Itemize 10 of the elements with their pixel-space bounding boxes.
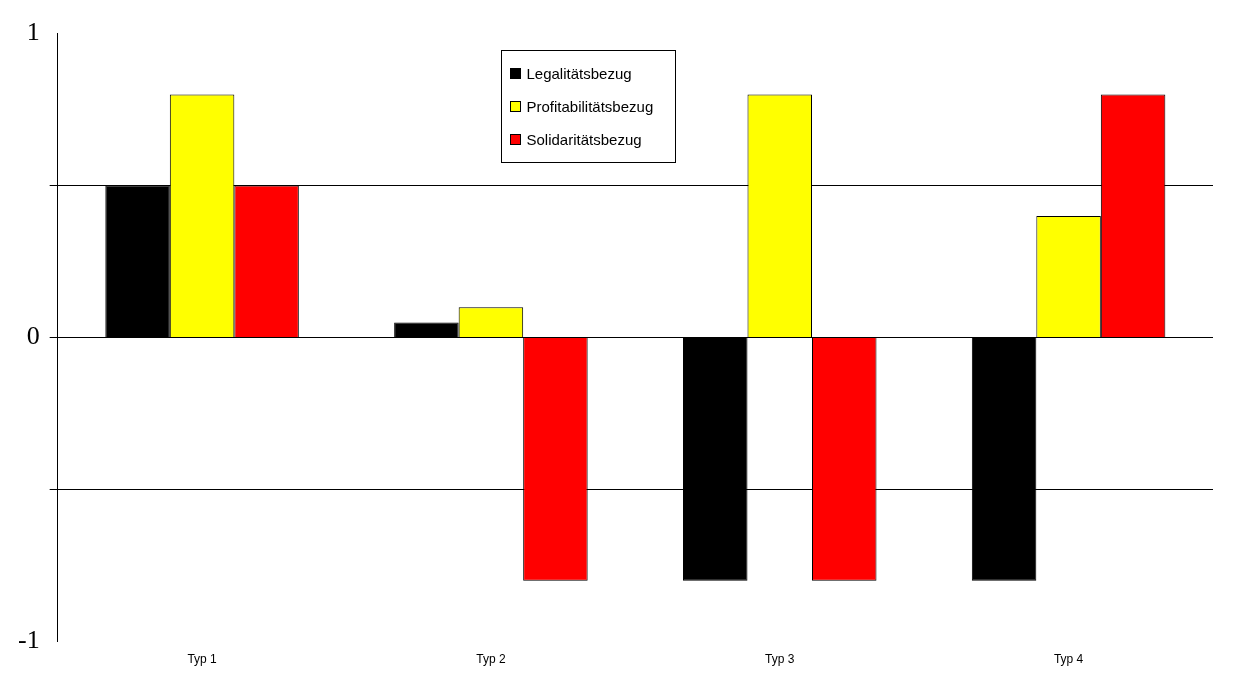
y-tick-label: 1	[26, 17, 40, 47]
legend-label: Legalitätsbezug	[526, 65, 632, 82]
y-tick-label: -1	[17, 625, 40, 655]
x-tick-label: Typ 2	[476, 652, 506, 667]
y-tick-label: 0	[26, 321, 40, 351]
x-tick-label: Typ 4	[1053, 652, 1084, 667]
legend-label: Profitabilitätsbezug	[526, 98, 654, 115]
x-tick-label: Typ 3	[765, 652, 795, 667]
legend-label: Solidaritätsbezug	[526, 131, 642, 148]
x-tick-label: Typ 1	[187, 652, 218, 667]
